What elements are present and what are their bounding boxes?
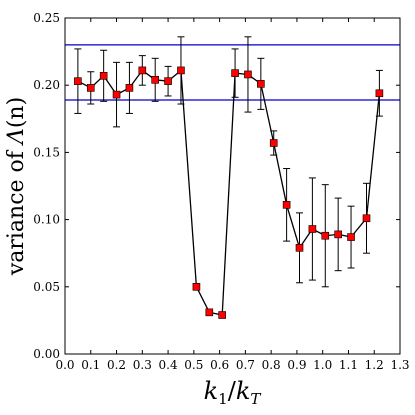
x-tick-label: 0.3	[133, 358, 152, 372]
y-tick-label: 0.25	[33, 11, 60, 25]
x-tick-label: 0.1	[81, 358, 100, 372]
x-tick-label: 0.7	[236, 358, 255, 372]
y-axis-label: variance of Λ(n)	[4, 97, 29, 276]
data-markers	[74, 66, 384, 319]
y-tick-label: 0.20	[33, 78, 60, 92]
plot-frame	[64, 17, 401, 355]
data-point	[205, 308, 214, 317]
x-tick-label: 0.9	[287, 358, 306, 372]
data-point	[321, 231, 330, 240]
data-point	[295, 244, 304, 252]
data-point	[231, 69, 239, 77]
x-tick-label: 0.5	[184, 358, 203, 372]
data-point	[282, 201, 291, 209]
data-point	[308, 225, 317, 233]
y-tick-label: 0.05	[33, 280, 60, 294]
error-bars	[74, 36, 383, 288]
y-tick-label: 0.15	[33, 145, 60, 159]
series-line	[77, 69, 381, 316]
x-tick-label: 1.1	[339, 358, 358, 372]
data-point	[86, 84, 95, 92]
x-axis-label: k1/kT	[204, 377, 262, 408]
data-point	[347, 233, 355, 241]
x-tick-label: 1.3	[390, 358, 409, 372]
data-point	[257, 80, 265, 88]
x-tick-label: 0.2	[107, 358, 126, 372]
data-point	[125, 84, 134, 92]
data-point	[244, 70, 252, 79]
x-tick-label: 1.0	[313, 358, 332, 372]
x-tick-label: 1.2	[365, 358, 384, 372]
x-tick-label: 0.6	[210, 358, 229, 372]
data-point	[74, 77, 82, 85]
y-tick-label: 0.10	[33, 213, 60, 227]
data-point	[177, 66, 185, 75]
data-point	[269, 139, 278, 147]
reference-lines	[65, 44, 400, 101]
y-tick-label: 0.00	[33, 347, 60, 361]
data-point	[112, 90, 121, 99]
data-point	[138, 66, 147, 75]
axis-ticks: 0.0 0.1 0.2 0.3 0.4 0.5 0.6 0.7 0.8 0.9 1.0 1.1 1.2 1…	[33, 11, 409, 372]
data-point	[151, 76, 159, 84]
data-point	[192, 282, 201, 291]
data-point	[375, 89, 384, 98]
x-tick-label: 0.4	[159, 358, 178, 372]
x-tick-label: 0.0	[55, 358, 74, 372]
data-point	[218, 311, 226, 319]
data-point	[99, 71, 108, 80]
data-point	[362, 214, 371, 223]
data-point	[334, 230, 342, 239]
data-point	[164, 77, 172, 85]
x-tick-label: 0.8	[262, 358, 281, 372]
